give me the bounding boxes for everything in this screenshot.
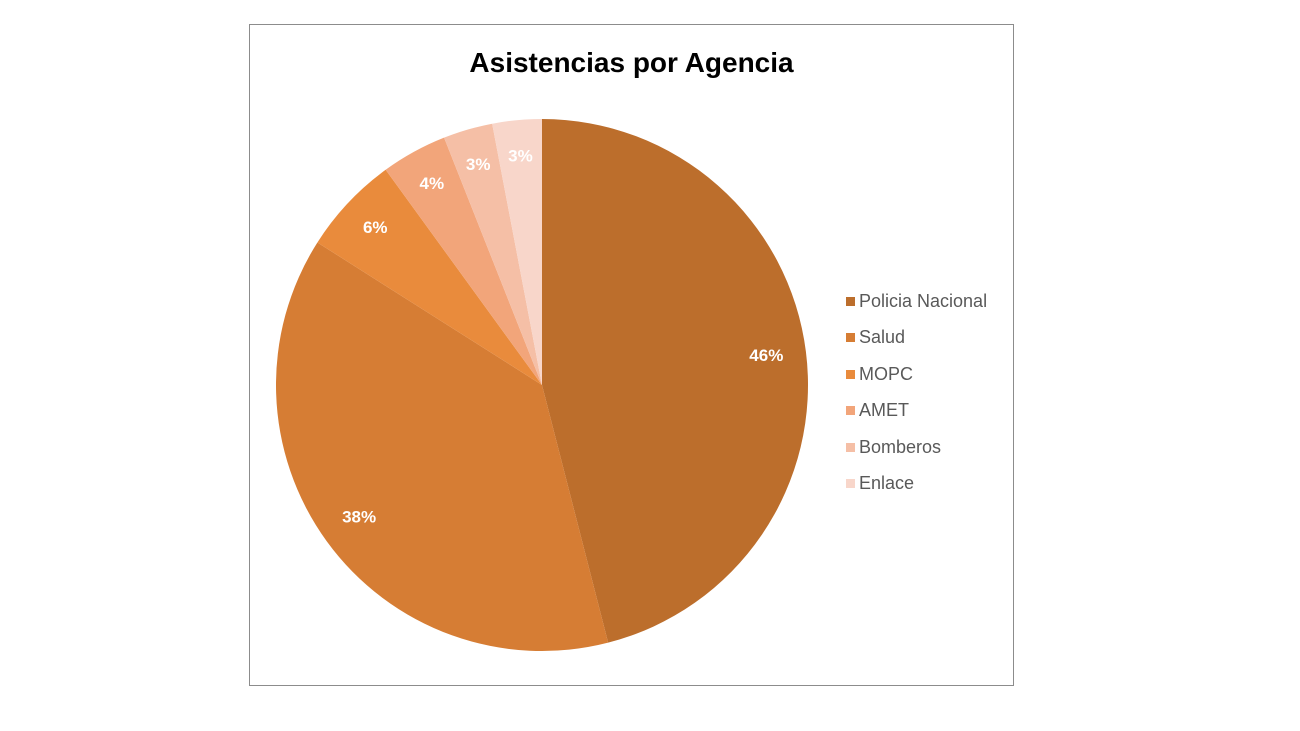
pie-chart: 46% 38% 6% 4% 3% 3% (275, 119, 808, 651)
data-label-enlace: 3% (508, 147, 533, 166)
legend-item-enlace: Enlace (846, 466, 987, 503)
legend-swatch (846, 479, 855, 489)
chart-frame: Asistencias por Agencia 46% 38% 6% 4% 3% 3% P… (249, 24, 1014, 686)
legend-item-amet: AMET (846, 393, 987, 430)
chart-title: Asistencias por Agencia (469, 47, 794, 78)
pie-slice-salud (275, 242, 609, 651)
legend-swatch (846, 442, 855, 452)
legend-label: Enlace (859, 473, 915, 494)
legend-label: AMET (859, 400, 910, 421)
legend-label: Bomberos (859, 436, 942, 457)
pie-slice-amet (385, 137, 542, 385)
data-label-amet: 4% (420, 174, 445, 193)
legend-item-mopc: MOPC (846, 356, 987, 393)
data-label-salud: 38% (342, 507, 376, 526)
legend-swatch (846, 406, 855, 416)
pie-slice-policia-nacional (542, 119, 808, 643)
legend-label: MOPC (859, 363, 913, 384)
legend-item-bomberos: Bomberos (846, 429, 987, 466)
legend-swatch (846, 369, 855, 379)
pie-slice-mopc (317, 169, 542, 385)
legend-swatch (846, 333, 855, 343)
pie-slice-bomberos (444, 123, 542, 385)
pie-slice-enlace (492, 119, 542, 385)
data-label-mopc: 6% (363, 218, 388, 237)
legend-swatch (846, 296, 855, 306)
chart-legend: Policia Nacional Salud MOPC AMET Bomberos Enl… (846, 283, 987, 502)
legend-item-salud: Salud (846, 320, 987, 357)
legend-label: Salud (859, 327, 906, 348)
legend-item-policia-nacional: Policia Nacional (846, 283, 987, 320)
legend-label: Policia Nacional (859, 290, 988, 311)
data-label-bomberos: 3% (466, 155, 491, 174)
data-label-policia-nacional: 46% (749, 346, 783, 365)
